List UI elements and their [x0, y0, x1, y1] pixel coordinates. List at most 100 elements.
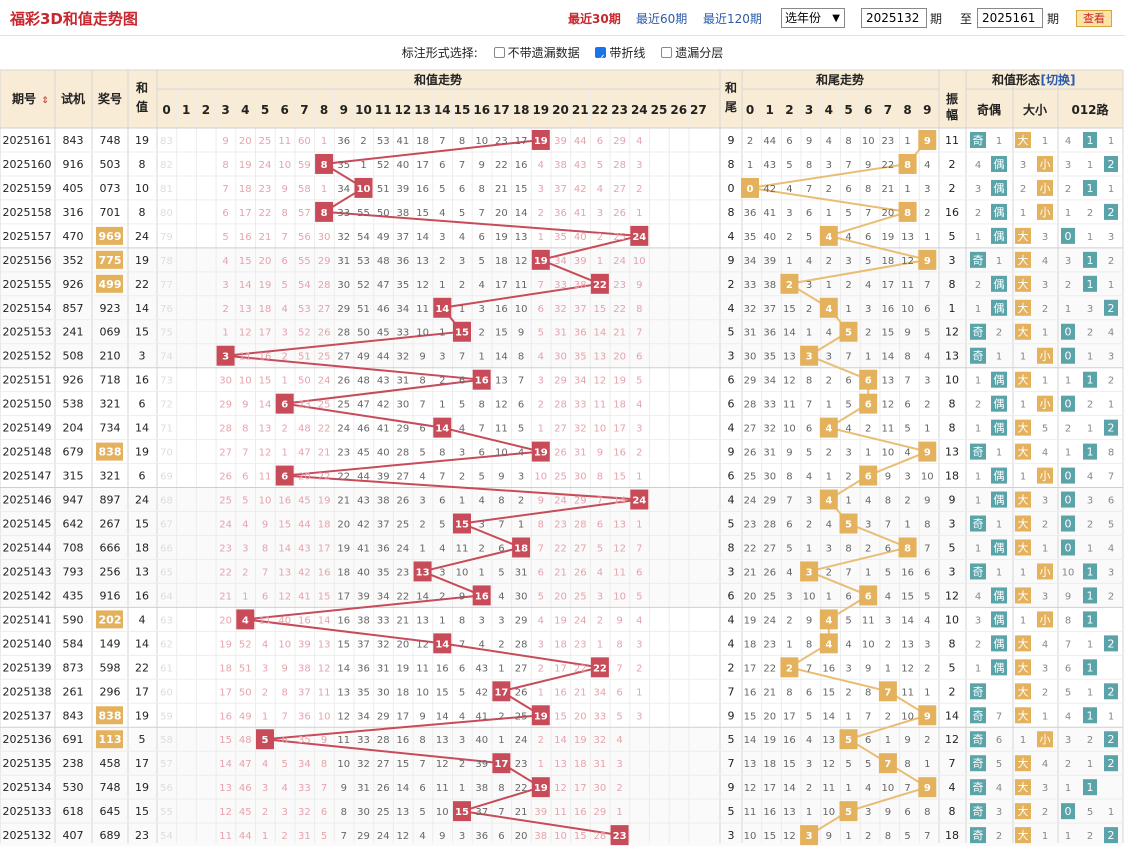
- sum-miss-cell: 7: [321, 783, 327, 794]
- sum-miss-cell: 37: [298, 687, 311, 698]
- option-polyline[interactable]: 带折线: [595, 44, 645, 74]
- oddeven-miss: 4: [996, 783, 1002, 794]
- odd-badge: [970, 132, 986, 148]
- sum-miss-cell: 1: [538, 759, 544, 770]
- zhenfu-cell: 7: [949, 757, 956, 770]
- tail-ball-label: 7: [884, 759, 891, 770]
- header-qihao[interactable]: 期号: [12, 91, 36, 106]
- sum-ball-label: 24: [632, 496, 646, 507]
- qihao-cell: 2025151: [3, 374, 52, 387]
- bigsmall-miss: 2: [1042, 807, 1048, 818]
- tail-miss-cell: 9: [885, 472, 891, 483]
- sum-miss-cell: 5: [439, 520, 445, 531]
- tail-miss-cell: 9: [786, 448, 792, 459]
- sum-miss-cell: 1: [439, 280, 445, 291]
- qihao-cell: 2025148: [3, 446, 52, 459]
- tail-cell: 6: [728, 374, 735, 387]
- big-badge: [1015, 635, 1031, 652]
- tail-miss-cell: 1: [885, 663, 891, 674]
- checkbox-icon[interactable]: [493, 47, 505, 58]
- sum-miss-cell: 37: [357, 639, 370, 650]
- table-row-cells: 2025133 618 645 15 55 12 45 2 3 32 6 8 30 25 13 5 10 37 7 2…: [3, 801, 1114, 822]
- tail-miss-cell: 23: [744, 520, 757, 531]
- route-badge: [1083, 587, 1097, 604]
- sum-miss-cell: 14: [239, 280, 252, 291]
- even-label: 偶: [994, 206, 1005, 219]
- small-label: 小: [1040, 613, 1051, 626]
- big-badge: [1015, 132, 1031, 148]
- qihao-cell: 2025150: [3, 398, 52, 411]
- range-to-input[interactable]: 2025161: [977, 8, 1043, 28]
- tail-ball: [819, 489, 838, 510]
- sum-miss-cell: 19: [574, 735, 587, 746]
- period-link-120[interactable]: 最近120期: [703, 12, 762, 26]
- sum-miss-cell: 75: [160, 328, 173, 339]
- sum-miss-cell: 12: [554, 783, 567, 794]
- sum-miss-cell: 31: [377, 663, 390, 674]
- sum-ball: [453, 801, 471, 822]
- route-miss: 2: [1065, 280, 1071, 291]
- checkbox-icon[interactable]: [661, 47, 673, 58]
- sum-miss-cell: 28: [377, 735, 390, 746]
- sum-miss-cell: 11: [416, 663, 429, 674]
- tail-miss-cell: 6: [865, 735, 871, 746]
- qihao-cell: 2025139: [3, 661, 52, 674]
- sum-miss-cell: 18: [219, 663, 232, 674]
- tail-miss-cell: 2: [865, 424, 871, 435]
- sum-miss-cell: 16: [574, 807, 587, 818]
- option-miss-layer[interactable]: 遗漏分层: [661, 46, 723, 60]
- sum-miss-cell: 51: [377, 184, 390, 195]
- sum-miss-cell: 33: [574, 400, 587, 411]
- sum-miss-cell: 3: [242, 543, 248, 554]
- tail-miss-cell: 2: [885, 711, 891, 722]
- checkbox-checked-icon[interactable]: [595, 44, 607, 74]
- route-miss: 1: [1065, 376, 1071, 387]
- year-select[interactable]: 选年份 ▼: [781, 8, 845, 28]
- sum-miss-cell: 11: [554, 807, 567, 818]
- table-row: [0, 439, 1123, 464]
- sum-miss-cell: 13: [436, 735, 449, 746]
- sum-miss-cell: 4: [222, 256, 228, 267]
- zhenfu-cell: 9: [949, 494, 956, 507]
- tail-miss-cell: 7: [806, 400, 812, 411]
- table-row-cells: 2025134 530 748 19 56 13 46 3 4 33 7 9 31 26 14 6 11 1 38 8…: [3, 777, 1097, 798]
- sum-miss-cell: 22: [574, 663, 587, 674]
- tail-miss-cell: 22: [882, 160, 895, 171]
- jianghao-cell: 202: [99, 613, 122, 626]
- route-miss: 3: [1065, 256, 1071, 267]
- year-select-label: 选年份: [785, 11, 822, 25]
- route-miss: 2: [1065, 759, 1071, 770]
- period-link-60[interactable]: 最近60期: [636, 12, 688, 26]
- sum-miss-cell: 41: [475, 711, 488, 722]
- sort-icon[interactable]: ⇕: [41, 96, 49, 106]
- tail-miss-cell: 28: [744, 400, 757, 411]
- sum-miss-cell: 24: [259, 160, 272, 171]
- option-no-miss[interactable]: 不带遗漏数据: [493, 46, 580, 60]
- tail-miss-cell: 1: [806, 328, 812, 339]
- sum-miss-cell: 46: [239, 783, 252, 794]
- oddeven-miss: 6: [996, 735, 1002, 746]
- bigsmall-miss: 1: [1042, 543, 1048, 554]
- sum-col-header: 12: [395, 103, 412, 117]
- sum-miss-cell: 13: [515, 232, 528, 243]
- bigsmall-miss: 1: [1042, 328, 1048, 339]
- odd-label: 奇: [973, 565, 984, 578]
- switch-link[interactable]: [切换]: [1041, 72, 1076, 87]
- sum-miss-cell: 7: [439, 136, 445, 147]
- sum-miss-cell: 26: [318, 328, 331, 339]
- sum-col-header: 11: [375, 103, 392, 117]
- range-from-input[interactable]: 2025132: [861, 8, 927, 28]
- sum-miss-cell: 5: [419, 807, 425, 818]
- jianghao-cell: 748: [100, 134, 121, 147]
- sum-miss-cell: 25: [613, 232, 626, 243]
- period-link-30[interactable]: 最近30期: [568, 12, 621, 26]
- tail-ball: [819, 417, 838, 438]
- even-label: 偶: [994, 613, 1005, 626]
- tail-miss-cell: 2: [924, 735, 930, 746]
- sum-miss-cell: 5: [282, 759, 288, 770]
- qihao-cell: 2025157: [3, 230, 52, 243]
- view-button[interactable]: 查看: [1076, 10, 1112, 27]
- sum-miss-cell: 6: [439, 160, 445, 171]
- zhenfu-cell: 16: [945, 206, 959, 219]
